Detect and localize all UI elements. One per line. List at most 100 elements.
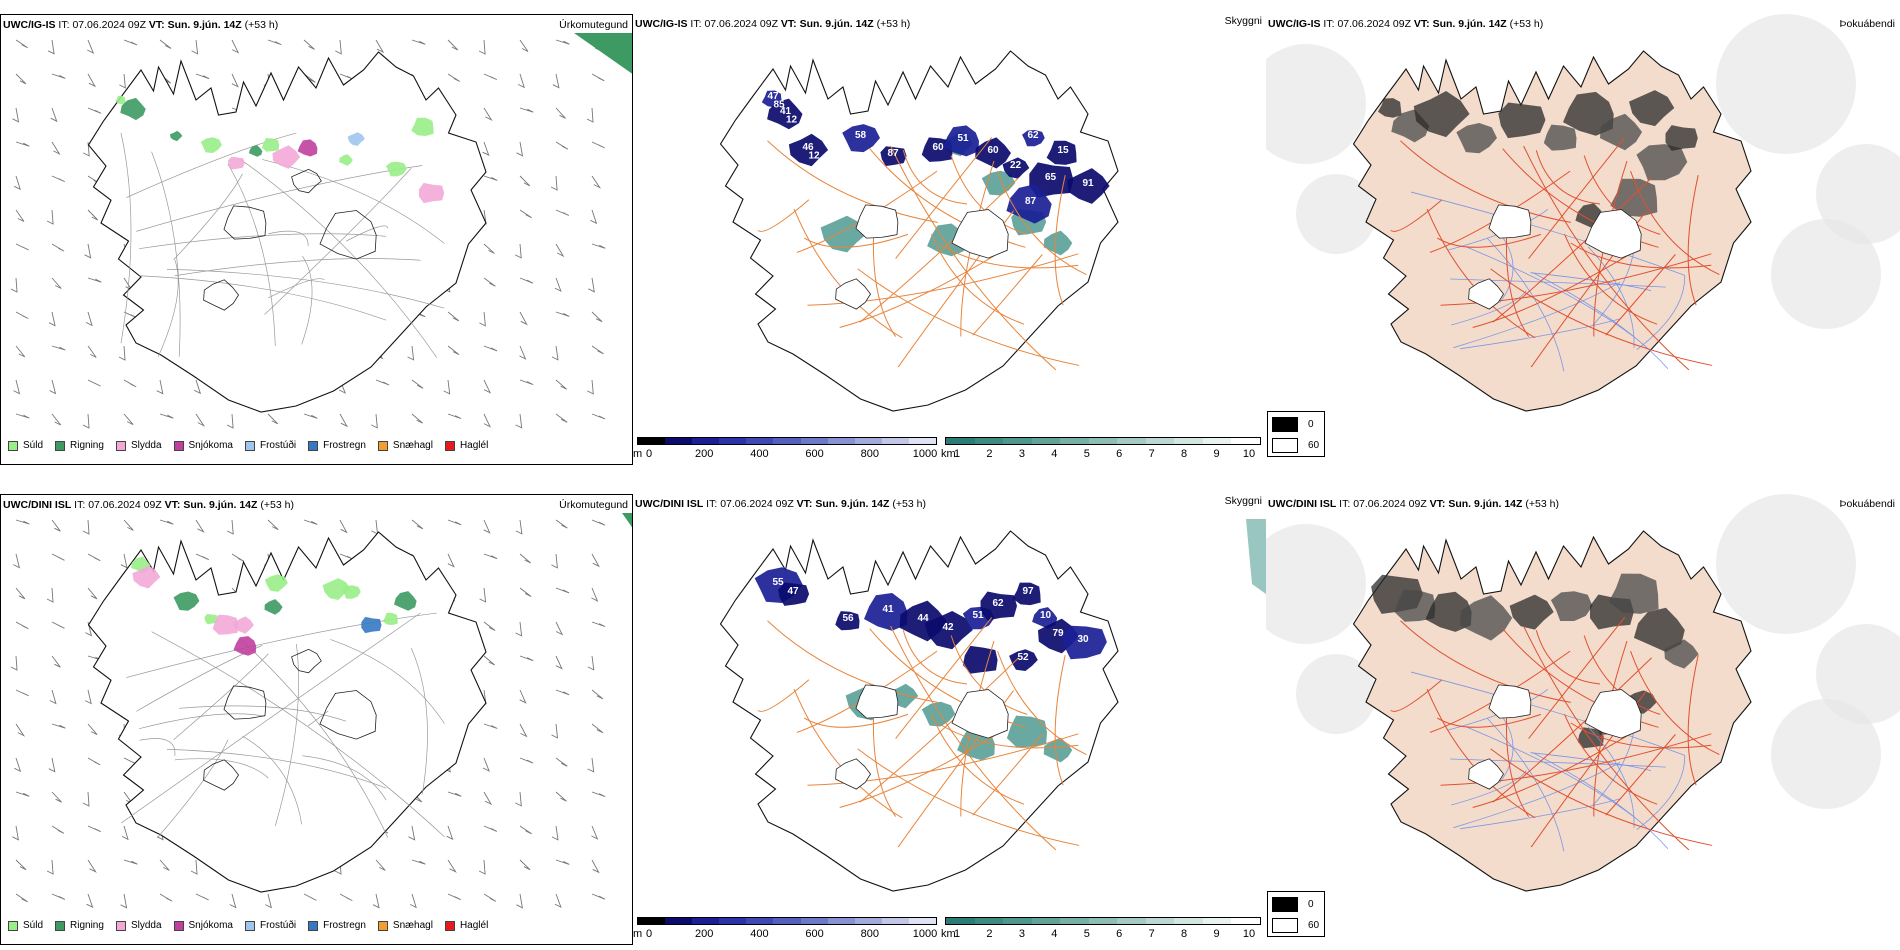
legend-swatch — [55, 440, 66, 451]
wind-barb — [519, 345, 527, 360]
fog-map-igis — [1266, 14, 1900, 412]
legend-swatch — [8, 920, 18, 931]
glacier-outline — [835, 278, 871, 310]
cloudbase-label: 30 — [1077, 634, 1089, 645]
legend-swatch — [173, 440, 184, 451]
wind-barb — [15, 413, 30, 419]
wind-barb — [479, 587, 487, 603]
wind-barb — [48, 311, 56, 327]
wind-barb — [303, 519, 318, 525]
panel-header: UWC/DINI ISL IT: 07.06.2024 09Z VT: Sun.… — [1268, 498, 1559, 510]
legend-swatch — [55, 920, 66, 931]
colorbar-tick: 8 — [1181, 928, 1188, 940]
road — [1054, 654, 1066, 786]
wind-barb — [447, 553, 455, 568]
precip-patch — [341, 585, 361, 599]
road — [174, 758, 269, 779]
vt-label: VT: — [1413, 18, 1430, 30]
legend-item: Snæhagl — [377, 440, 433, 451]
road — [139, 275, 387, 321]
glacier-outline — [223, 205, 267, 240]
road — [839, 728, 1007, 808]
wind-barb — [519, 757, 534, 764]
precip-patch — [361, 616, 382, 634]
road-network — [120, 612, 445, 838]
road — [330, 639, 445, 724]
cloudbase-patch — [880, 146, 907, 166]
wind-barb — [51, 345, 66, 351]
wind-barb — [51, 655, 61, 668]
wind-barb — [339, 73, 354, 80]
wind-barb — [15, 311, 29, 320]
wind-barb — [483, 175, 498, 181]
cloudbase-patch — [943, 125, 979, 157]
cloudbase-label: 12 — [808, 150, 820, 161]
cloudbase-colorbar: m 0 200 400 600 800 1000 — [633, 917, 938, 945]
precip-patch — [233, 616, 254, 634]
wind-barb — [591, 553, 600, 568]
visibility-patch — [927, 223, 965, 257]
fog-legend-label: 0 — [1308, 419, 1314, 430]
road — [859, 657, 1019, 803]
lead-time: (+53 h) — [876, 18, 911, 30]
wind-barb — [483, 73, 498, 81]
wind-barb — [483, 825, 498, 832]
colorbar-tick: 800 — [860, 928, 879, 940]
wind-barb — [15, 73, 27, 85]
wind-barb — [82, 141, 90, 157]
wind-barb — [551, 345, 559, 361]
fog-index-region — [1460, 595, 1513, 641]
wind-barb — [87, 379, 101, 387]
wind-barb — [87, 107, 102, 114]
wind-barb — [591, 587, 599, 602]
precip-patch — [394, 591, 417, 611]
legend-label: Haglél — [459, 920, 489, 931]
colorbar-tick: 9 — [1213, 448, 1220, 460]
wind-barb — [51, 621, 65, 629]
vt-label: VT: — [1429, 498, 1446, 510]
wind-barb — [483, 893, 497, 902]
wind-barb — [519, 379, 534, 386]
glacier-outline — [203, 279, 239, 311]
road — [1490, 268, 1713, 366]
wind-barb — [519, 859, 531, 871]
precip-patch — [339, 154, 353, 166]
fog-index-region — [1610, 178, 1658, 217]
legend-item: Súld — [8, 920, 43, 931]
cloudbase-label: 62 — [1027, 130, 1039, 141]
river — [1532, 752, 1669, 850]
wind-barb — [15, 39, 28, 49]
colorbar-tick: 4 — [1051, 928, 1058, 940]
legend-label: Frostúði — [259, 440, 297, 451]
wind-barb — [85, 311, 93, 327]
precip-patch — [322, 578, 351, 600]
panel-header: UWC/IG-IS IT: 07.06.2024 09Z VT: Sun. 9.… — [1268, 18, 1543, 30]
road — [1437, 233, 1542, 248]
road — [1523, 625, 1690, 851]
panel-header: UWC/DINI ISL IT: 07.06.2024 09Z VT: Sun.… — [635, 498, 926, 510]
road — [839, 248, 1007, 328]
wind-barb — [51, 413, 62, 426]
wind-barb — [15, 791, 30, 797]
fog-index-panel-dini: UWC/DINI ISL IT: 07.06.2024 09Z VT: Sun.… — [1266, 494, 1900, 945]
wind-barb — [51, 791, 62, 803]
road — [1593, 160, 1628, 337]
road — [1490, 748, 1713, 846]
legend-item: Snæhagl — [377, 920, 433, 931]
wind-barb — [447, 893, 462, 901]
road — [1523, 145, 1690, 371]
cloudbase-label: 62 — [992, 598, 1004, 609]
model-name: UWC/DINI ISL — [635, 498, 704, 510]
it-value: 07.06.2024 09Z — [704, 18, 778, 30]
wind-barb — [517, 73, 525, 89]
fog-legend-label: 60 — [1308, 920, 1320, 931]
it-label: IT: — [706, 498, 718, 510]
precip-patch — [120, 97, 146, 121]
offshore-rain-patch — [574, 33, 632, 74]
offshore-haze — [1716, 14, 1856, 154]
wind-barb — [51, 73, 66, 79]
wind-barb — [482, 141, 490, 157]
road — [268, 230, 309, 246]
fog-legend-swatch — [1272, 918, 1298, 933]
wind-barb — [447, 345, 460, 356]
